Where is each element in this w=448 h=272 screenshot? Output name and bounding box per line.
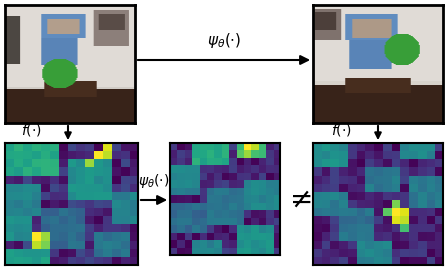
Text: $\psi_{\theta}(\cdot)$: $\psi_{\theta}(\cdot)$: [138, 172, 170, 190]
Text: $f(\cdot)$: $f(\cdot)$: [21, 122, 42, 138]
Text: $f(\cdot)$: $f(\cdot)$: [331, 122, 352, 138]
Text: $\psi_{\theta}(\cdot)$: $\psi_{\theta}(\cdot)$: [207, 31, 241, 50]
Text: $\neq$: $\neq$: [284, 187, 312, 214]
